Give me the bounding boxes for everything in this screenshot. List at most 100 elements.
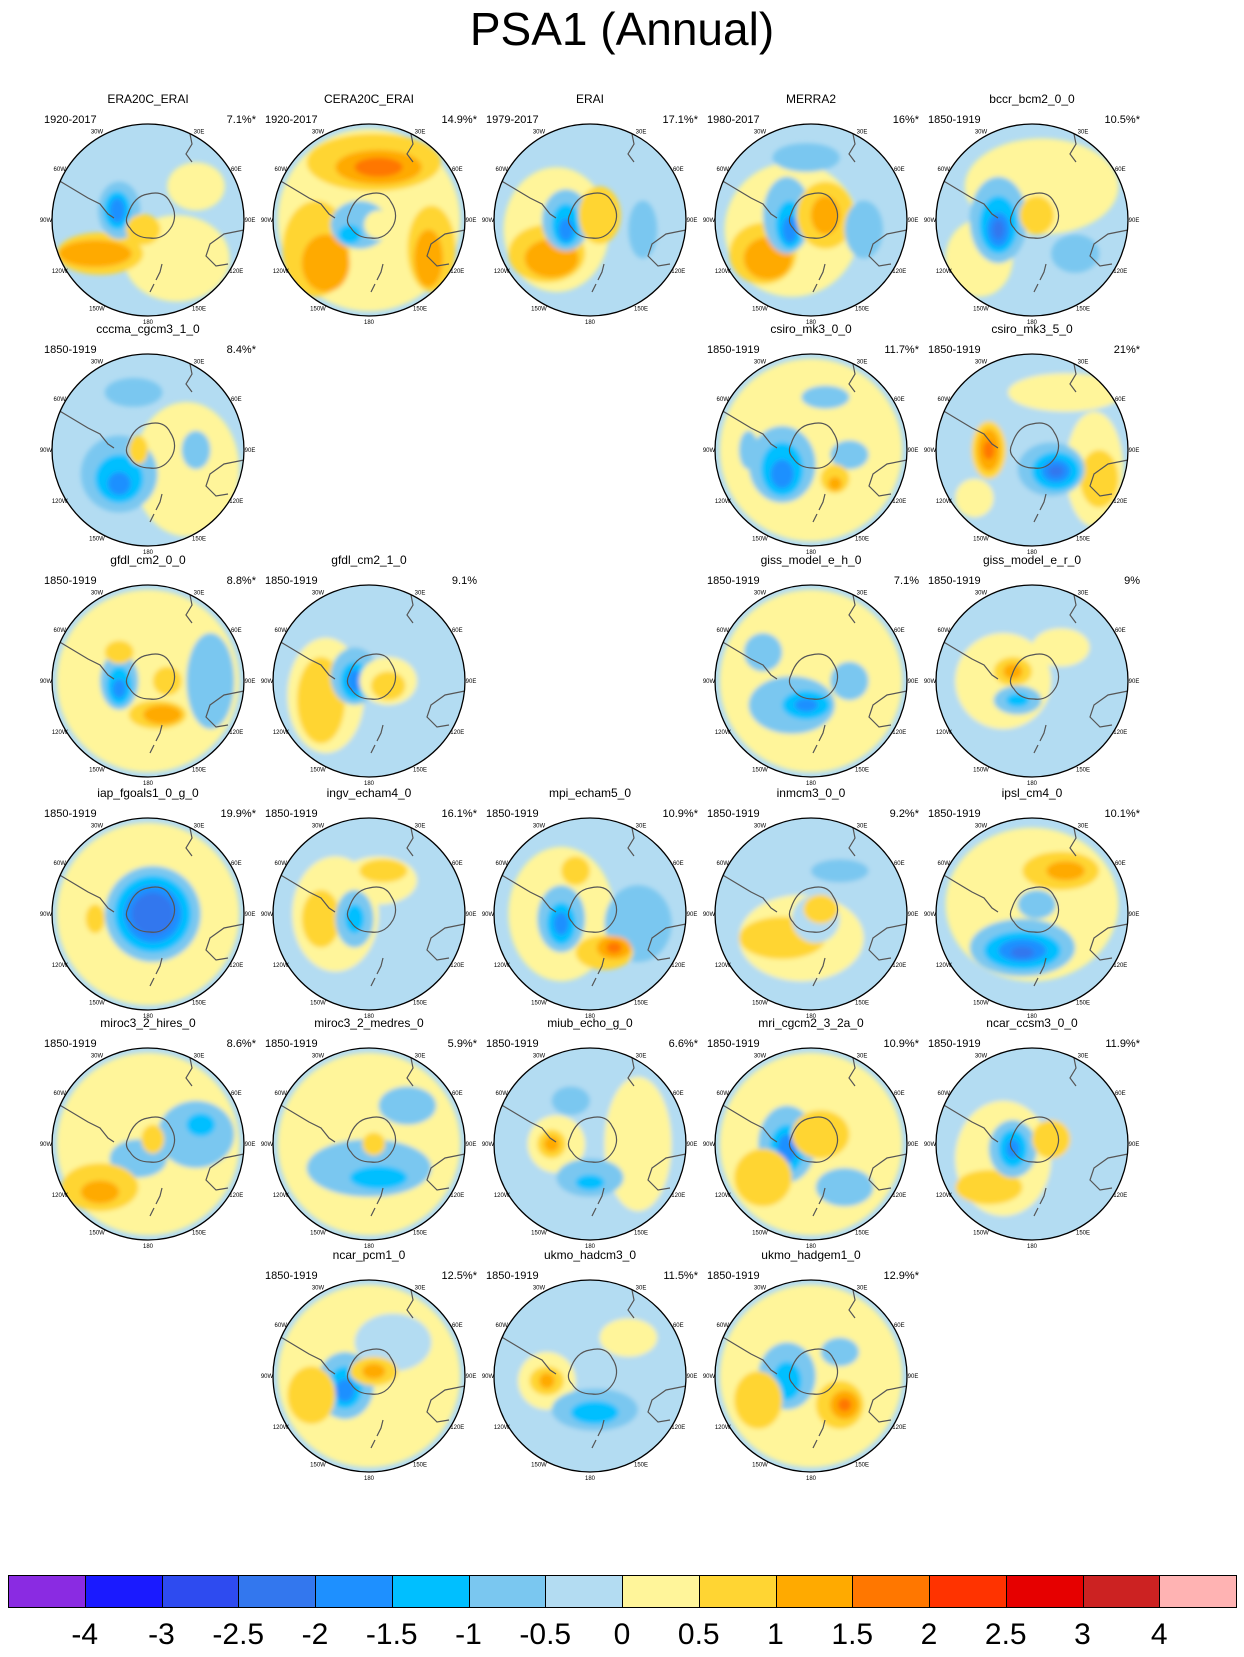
- longitude-label: 150W: [752, 1462, 768, 1468]
- new-zealand-coastline: [1033, 493, 1047, 523]
- field-contour: [186, 1113, 216, 1137]
- panel-title: miub_echo_g_0: [547, 1016, 633, 1030]
- longitude-label: 30E: [194, 360, 205, 366]
- colorbar-tick-label: 2: [920, 1618, 938, 1651]
- field-contour: [955, 478, 994, 518]
- longitude-label: 180: [143, 1014, 154, 1020]
- longitude-label: 90E: [1129, 448, 1140, 454]
- longitude-label: 90E: [466, 1374, 477, 1380]
- map-panel: ERAI 1979-2017 17.1%* 0 30E 60E 90E 120E 150E 180…: [474, 92, 706, 332]
- field-contour: [844, 200, 883, 259]
- colorbar-cell: [161, 1575, 240, 1608]
- polar-map: 0 30E 60E 90E 120E 150E 180 150W 120W 90W 60W 30W: [703, 814, 919, 1020]
- longitude-label: 150E: [192, 1230, 206, 1236]
- australia-coastline: [205, 690, 244, 728]
- longitude-label: 30W: [975, 591, 988, 597]
- longitude-label: 30E: [415, 1054, 426, 1060]
- antarctica-coastline: [346, 192, 397, 239]
- panel-variance: 9.2%*: [889, 808, 919, 820]
- longitude-label: 30W: [91, 1054, 104, 1060]
- longitude-label: 30W: [312, 824, 325, 830]
- longitude-label: 180: [585, 1476, 596, 1482]
- field-contour: [782, 216, 798, 244]
- longitude-label: 60W: [938, 628, 951, 634]
- panel-period: 1850-1919: [707, 344, 760, 356]
- field-contour: [539, 1373, 555, 1389]
- panel-title: ncar_ccsm3_0_0: [986, 1016, 1078, 1030]
- panel-variance: 16.1%*: [441, 808, 477, 820]
- field-contour: [1051, 234, 1100, 273]
- longitude-label: 150E: [855, 1000, 869, 1006]
- longitude-label: 30W: [533, 824, 546, 830]
- field-contour: [1032, 1120, 1071, 1159]
- panel-variance: 16%*: [892, 114, 919, 126]
- field-contour: [794, 698, 818, 712]
- field-contour: [109, 197, 125, 223]
- map-frame: [714, 1279, 908, 1473]
- colorbar-tick-label: 0: [613, 1618, 631, 1651]
- longitude-label: 120E: [229, 499, 243, 505]
- map-panel: ingv_echam4_0 1850-1919 16.1%* 0 30E 60E 90E 12…: [253, 786, 485, 1026]
- new-zealand-coastline: [812, 263, 826, 293]
- panel-period: 1920-2017: [265, 114, 318, 126]
- longitude-label: 150W: [89, 767, 105, 773]
- longitude-label: 0: [809, 350, 813, 352]
- longitude-label: 60E: [1115, 628, 1126, 634]
- map-panel: bccr_bcm2_0_0 1850-1919 10.5%* 0 30E 60E 90E 12…: [916, 92, 1148, 332]
- longitude-label: 60W: [938, 861, 951, 867]
- panel-title: mri_cgcm2_3_2a_0: [758, 1016, 864, 1030]
- panel-title: inmcm3_0_0: [776, 786, 846, 800]
- longitude-label: 0: [367, 1276, 371, 1278]
- longitude-label: 90W: [924, 679, 937, 685]
- panel-title: ukmo_hadgem1_0: [761, 1248, 861, 1262]
- longitude-label: 150E: [1076, 536, 1090, 542]
- new-zealand-coastline: [812, 957, 826, 987]
- longitude-label: 0: [588, 1276, 592, 1278]
- field-contour: [167, 162, 225, 211]
- longitude-label: 90W: [261, 1374, 274, 1380]
- australia-coastline: [647, 923, 686, 961]
- map-frame: [493, 123, 687, 317]
- longitude-label: 60E: [1115, 1091, 1126, 1097]
- colorbar-cell: [1159, 1575, 1237, 1608]
- longitude-label: 90E: [245, 912, 256, 918]
- panel-period: 1850-1919: [707, 1038, 760, 1050]
- antarctica-coastline: [1009, 886, 1060, 933]
- longitude-label: 60W: [717, 1323, 730, 1329]
- longitude-label: 150E: [634, 1230, 648, 1236]
- field-contour: [181, 430, 211, 470]
- panel-period: 1850-1919: [707, 575, 760, 587]
- new-zealand-coastline: [1033, 957, 1047, 987]
- longitude-label: 150W: [310, 767, 326, 773]
- longitude-label: 150W: [310, 1462, 326, 1468]
- panel-variance: 10.9%*: [662, 808, 698, 820]
- longitude-label: 30W: [975, 360, 988, 366]
- field-contour: [992, 220, 1005, 240]
- south-america-coastline: [941, 179, 999, 219]
- longitude-label: 30E: [857, 591, 868, 597]
- australia-coastline: [868, 459, 907, 497]
- australia-coastline: [205, 923, 244, 961]
- australia-coastline: [426, 690, 465, 728]
- antarctica-coastline: [125, 1116, 176, 1163]
- longitude-label: 90W: [482, 912, 495, 918]
- longitude-label: 90E: [908, 912, 919, 918]
- field-contour: [1048, 465, 1064, 477]
- field-contour: [604, 1076, 672, 1212]
- longitude-label: 120W: [273, 1425, 289, 1431]
- longitude-label: 90W: [703, 218, 716, 224]
- field-contour: [349, 1166, 408, 1190]
- longitude-label: 60W: [54, 628, 67, 634]
- panel-period: 1850-1919: [928, 114, 981, 126]
- longitude-label: 120W: [52, 499, 68, 505]
- field-contour: [770, 459, 794, 489]
- panel-variance: 10.5%*: [1104, 114, 1140, 126]
- longitude-label: 0: [367, 120, 371, 122]
- map-panel: miroc3_2_medres_0 1850-1919 5.9%* 0 30E 60E 90…: [253, 1016, 485, 1256]
- map-panel: ipsl_cm4_0 1850-1919 10.1%* 0 30E 60E 90E 120E 1…: [916, 786, 1148, 1026]
- longitude-label: 30W: [754, 360, 767, 366]
- panel-title: mpi_echam5_0: [548, 786, 632, 800]
- field-contour: [828, 476, 842, 491]
- longitude-label: 60W: [496, 861, 509, 867]
